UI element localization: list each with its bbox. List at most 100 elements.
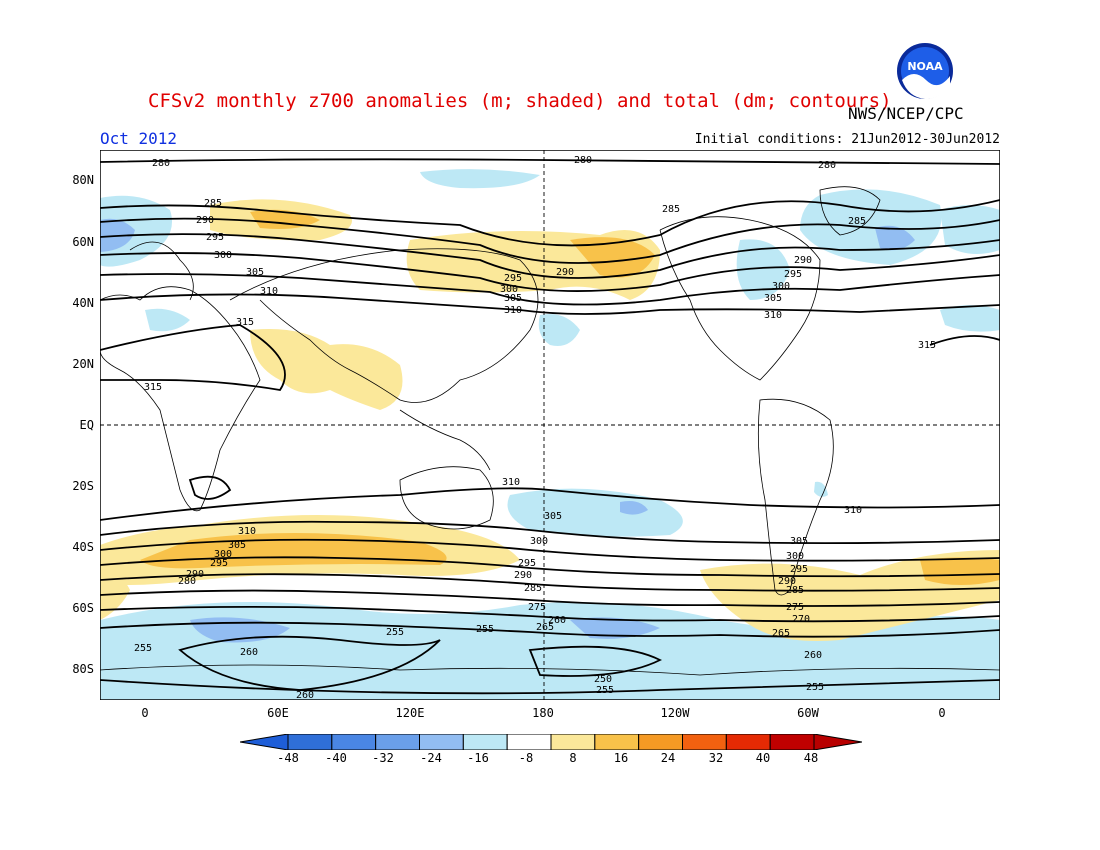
contour-label: 280	[152, 158, 170, 169]
contour-label: 300	[786, 551, 804, 562]
contour-label: 315	[236, 317, 254, 328]
colorbar-cell	[594, 734, 640, 750]
contour-label: 300	[214, 549, 232, 560]
colorbar-label: -40	[325, 751, 347, 765]
contour-label: 290	[514, 570, 532, 581]
org-label: NWS/NCEP/CPC	[848, 104, 964, 123]
colorbar-label: -48	[277, 751, 299, 765]
colorbar-label: -32	[372, 751, 394, 765]
contour-label: 300	[500, 284, 518, 295]
lon-label: 120E	[395, 706, 425, 720]
contour-label: 290	[794, 255, 812, 266]
contour-label: 300	[530, 536, 548, 547]
contour-label: 285	[524, 583, 542, 594]
lon-label: 120W	[660, 706, 690, 720]
initial-conditions-label: Initial conditions: 21Jun2012-30Jun2012	[694, 132, 1000, 147]
contour-label: 260	[296, 690, 314, 700]
lat-label: 40S	[72, 540, 94, 554]
svg-text:NOAA: NOAA	[907, 60, 943, 73]
colorbar-cell	[331, 734, 377, 750]
height-contours	[100, 158, 1000, 695]
contour-label: 305	[228, 540, 246, 551]
colorbar-label: 8	[569, 751, 577, 765]
lon-label: 60W	[797, 706, 819, 720]
colorbar-left-arrow	[240, 734, 289, 750]
contour-label: 290	[196, 215, 214, 226]
contour-label: 285	[662, 204, 680, 215]
contour-label: 300	[214, 250, 232, 261]
contour-label: 310	[844, 505, 862, 516]
contour-label: 275	[786, 602, 804, 613]
colorbar-cell	[419, 734, 464, 750]
contour-label: 305	[764, 293, 782, 304]
contour-label: 290	[778, 576, 796, 587]
contour-label: 270	[792, 614, 810, 625]
contour-label: 310	[260, 286, 278, 297]
contour-label: 265	[536, 622, 554, 633]
contour-label: 280	[574, 155, 592, 166]
contour-label: 305	[790, 536, 808, 547]
chart-title: CFSv2 monthly z700 anomalies (m; shaded)…	[148, 90, 892, 112]
colorbar-cell	[769, 734, 815, 750]
contour-label: 310	[502, 477, 520, 488]
contour-label: 305	[246, 267, 264, 278]
colorbar-cell	[462, 734, 508, 750]
contour-label: 305	[504, 293, 522, 304]
lat-label: 80S	[72, 662, 94, 676]
lon-label: 0	[141, 706, 149, 720]
contour-label: 260	[240, 647, 258, 658]
colorbar-label: 24	[660, 751, 676, 765]
colorbar-cell	[682, 734, 727, 750]
colorbar-label: 48	[803, 751, 819, 765]
lat-label: 20S	[72, 479, 94, 493]
contour-label: 255	[806, 682, 824, 693]
colorbar-label: -8	[518, 751, 534, 765]
contour-label: 255	[134, 643, 152, 654]
contour-label: 260	[804, 650, 822, 661]
colorbar-cell	[550, 734, 596, 750]
lat-label: EQ	[79, 418, 94, 432]
lat-label: 80N	[72, 173, 94, 187]
contour-label: 295	[504, 273, 522, 284]
contour-label: 290	[556, 267, 574, 278]
contour-label: 280	[178, 576, 196, 587]
contour-label: 295	[784, 269, 802, 280]
contour-label: 315	[918, 340, 936, 351]
coastlines	[100, 186, 1000, 676]
contour-label: 295	[790, 564, 808, 575]
contour-label: 310	[238, 526, 256, 537]
contour-label: 265	[772, 628, 790, 639]
colorbar-label: 16	[613, 751, 629, 765]
contour-label: 315	[144, 382, 162, 393]
colorbar-cell	[375, 734, 421, 750]
lat-label: 20N	[72, 357, 94, 371]
contour-label: 285	[848, 216, 866, 227]
colorbar-cell	[506, 734, 552, 750]
contour-label: 260	[548, 615, 566, 626]
colorbar	[240, 734, 862, 750]
contour-labels: 280 280 280 285 285 285 290 290 290 295 …	[134, 155, 936, 700]
lon-label: 0	[938, 706, 946, 720]
contour-label: 290	[186, 569, 204, 580]
contour-label: 255	[386, 627, 404, 638]
colorbar-right-arrow	[813, 734, 862, 750]
colorbar-cell	[725, 734, 771, 750]
colorbar-label: 40	[755, 751, 771, 765]
contour-label: 275	[528, 602, 546, 613]
contour-label: 255	[476, 624, 494, 635]
colorbar-label: -24	[420, 751, 442, 765]
contour-label: 250	[594, 674, 612, 685]
lon-label: 60E	[267, 706, 289, 720]
lat-label: 60N	[72, 235, 94, 249]
colorbar-label: -16	[467, 751, 489, 765]
anomaly-map: 280 280 280 285 285 285 290 290 290 295 …	[100, 150, 1000, 700]
contour-label: 295	[210, 558, 228, 569]
lat-label: 60S	[72, 601, 94, 615]
lon-label: 180	[532, 706, 554, 720]
contour-label: 295	[206, 232, 224, 243]
lat-label: 40N	[72, 296, 94, 310]
contour-label: 310	[504, 305, 522, 316]
colorbar-cell	[638, 734, 683, 750]
noaa-logo-icon: NOAA	[897, 43, 953, 100]
colorbar-label: 32	[708, 751, 724, 765]
